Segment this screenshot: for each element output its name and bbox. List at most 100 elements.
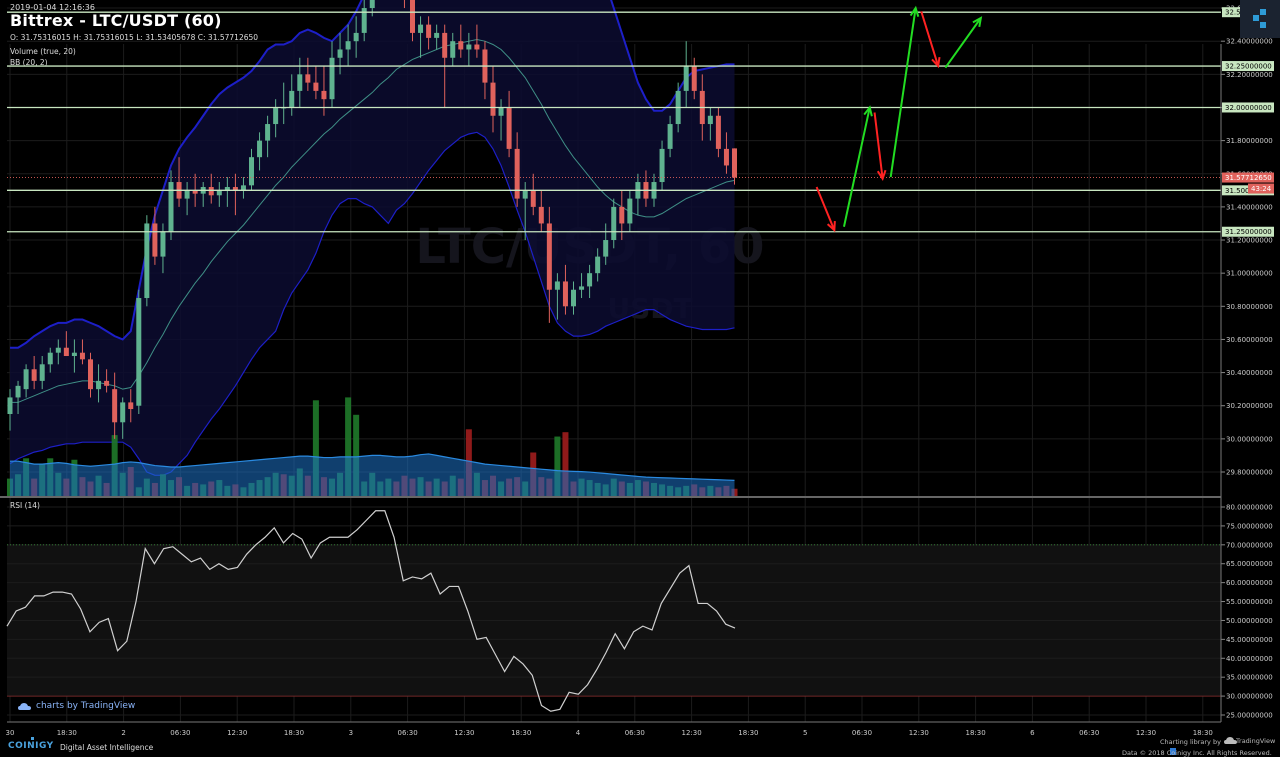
volume-bar — [345, 397, 352, 496]
time-tick-label: 2 — [121, 729, 125, 737]
candle-body — [554, 281, 560, 290]
price-tick-label: 30.40000000 — [1226, 369, 1273, 377]
countdown-tag — [1248, 183, 1274, 194]
rsi-tick-label: 45.00000000 — [1226, 636, 1273, 644]
candle-body — [208, 187, 214, 196]
volume-bar — [562, 432, 569, 496]
projection-arrow[interactable] — [815, 186, 836, 231]
candle-body — [514, 148, 520, 199]
candle-body — [305, 74, 311, 83]
charting-credit: Charting library by — [1160, 738, 1221, 746]
candle-body — [426, 24, 432, 38]
candle-body — [571, 289, 576, 307]
candle-body — [104, 380, 110, 386]
time-tick-label: 18:30 — [57, 729, 77, 737]
time-tick-label: 06:30 — [852, 729, 872, 737]
volume-ma-line — [10, 453, 735, 481]
tradingview-cloud-icon — [1224, 737, 1237, 744]
candle-body — [15, 385, 21, 398]
candle-body — [313, 82, 319, 91]
candle-body — [434, 32, 440, 38]
time-tick-label: 18:30 — [511, 729, 531, 737]
rsi-tick-label: 35.00000000 — [1226, 674, 1273, 682]
candle-body — [47, 352, 53, 365]
current-price-label: 31.57712650 — [1225, 174, 1272, 182]
price-tick-label: 30.60000000 — [1226, 336, 1273, 344]
price-tick-label: 30.20000000 — [1226, 402, 1273, 410]
price-tick-label: 32.40000000 — [1226, 38, 1273, 46]
arrow-head — [826, 221, 836, 233]
candle-body — [265, 124, 271, 141]
candle-body — [39, 364, 45, 381]
price-tick-label: 29.80000000 — [1226, 469, 1273, 477]
candle-body — [112, 389, 118, 423]
coinigy-logo[interactable] — [1240, 0, 1280, 38]
ohlc-readout: O: 31.75316015 H: 31.75316015 L: 31.5340… — [10, 33, 259, 42]
bb-indicator-label[interactable]: BB (20, 2) — [10, 58, 48, 67]
candle-body — [71, 352, 77, 357]
candle-body — [506, 107, 512, 149]
time-tick-label: 12:30 — [454, 729, 474, 737]
price-tick-label: 30.00000000 — [1226, 435, 1273, 443]
chart-title: Bittrex - LTC/USDT (60) — [10, 11, 222, 30]
tradingview-link-text: charts by TradingView — [36, 701, 136, 711]
arrow-head — [876, 169, 887, 182]
volume-indicator-label[interactable]: Volume (true, 20) — [10, 47, 76, 56]
level-price-label: 32.00000000 — [1225, 104, 1272, 112]
candle-body — [216, 190, 222, 196]
time-tick-label: 12:30 — [682, 729, 702, 737]
candle-body — [329, 57, 335, 100]
bb-fill — [10, 0, 735, 476]
projection-arrow[interactable] — [843, 107, 871, 227]
candle-body — [96, 380, 102, 390]
time-tick-label: 18:30 — [1193, 729, 1213, 737]
projection-arrow[interactable] — [889, 7, 917, 178]
level-price-label: 31.25000000 — [1225, 228, 1272, 236]
rsi-line — [6, 510, 736, 712]
candle-body — [152, 223, 158, 257]
candle-body — [337, 49, 343, 58]
rsi-indicator-label[interactable]: RSI (14) — [10, 501, 40, 510]
candle-body — [530, 190, 536, 207]
time-tick-label: 3 — [349, 729, 353, 737]
price-tick-label: 32.20000000 — [1226, 71, 1273, 79]
candle-body — [120, 402, 126, 423]
price-tick-label: 30.80000000 — [1226, 303, 1273, 311]
cloud-icon — [18, 702, 31, 710]
rsi-tick-label: 75.00000000 — [1226, 522, 1273, 530]
price-tick-label: 31.40000000 — [1226, 203, 1273, 211]
coinigy-small-icon — [1170, 748, 1176, 755]
candle-body — [289, 90, 295, 108]
candle-body — [619, 206, 625, 224]
projection-arrow[interactable] — [920, 11, 940, 67]
level-price-label: 32.25000000 — [1225, 63, 1272, 71]
candle-body — [450, 41, 456, 58]
candle-body — [603, 240, 609, 257]
projection-arrow[interactable] — [873, 112, 884, 179]
current-price-tag — [1222, 172, 1274, 183]
bb-upper-line — [10, 0, 735, 349]
time-tick-label: 4 — [576, 729, 581, 737]
level-price-tag — [1222, 226, 1274, 237]
candle-body — [249, 157, 254, 186]
candle-body — [353, 32, 359, 42]
candle-body — [55, 347, 61, 353]
candle-body — [273, 107, 279, 125]
arrow-head — [909, 5, 920, 17]
time-tick-label: 06:30 — [398, 729, 418, 737]
candle-body — [538, 206, 544, 224]
arrow-head — [972, 16, 983, 28]
projection-arrow[interactable] — [944, 17, 982, 69]
tradingview-link[interactable]: charts by TradingView — [18, 701, 135, 711]
time-tick-label: 30 — [6, 729, 15, 737]
arrow-head — [863, 105, 873, 117]
candle-body — [466, 44, 472, 50]
candle-body — [627, 198, 633, 224]
timestamp: 2019-01-04 12:16:36 — [10, 3, 95, 12]
price-tick-label: 31.20000000 — [1226, 237, 1273, 245]
candle-body — [369, 0, 375, 9]
tradingview-logo[interactable]: TradingView — [1236, 737, 1276, 745]
candle-body — [136, 298, 142, 406]
volume-ma-area — [10, 453, 735, 496]
